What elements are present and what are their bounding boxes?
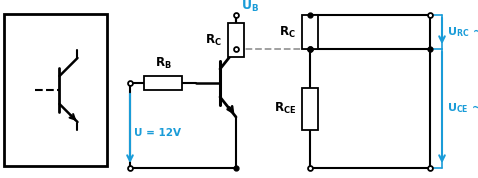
Bar (302, 88, 318, 130)
Bar (302, 15, 318, 49)
Text: U$_\mathregular{B}$: U$_\mathregular{B}$ (241, 0, 259, 14)
Text: R$_\mathregular{B}$: R$_\mathregular{B}$ (154, 56, 172, 71)
Text: R$_\mathregular{C}$: R$_\mathregular{C}$ (206, 32, 222, 48)
Text: U = 12V: U = 12V (134, 129, 181, 138)
Bar (228, 23, 244, 57)
Bar (144, 76, 182, 90)
Bar (4, 14, 107, 166)
Text: R$_\mathregular{C}$: R$_\mathregular{C}$ (279, 24, 296, 40)
Text: U$_\mathregular{CE}$ ~ 0V: U$_\mathregular{CE}$ ~ 0V (447, 102, 478, 115)
Text: U$_\mathregular{RC}$ ~ 12V: U$_\mathregular{RC}$ ~ 12V (447, 25, 478, 39)
Text: R$_\mathregular{CE}$: R$_\mathregular{CE}$ (274, 101, 296, 116)
